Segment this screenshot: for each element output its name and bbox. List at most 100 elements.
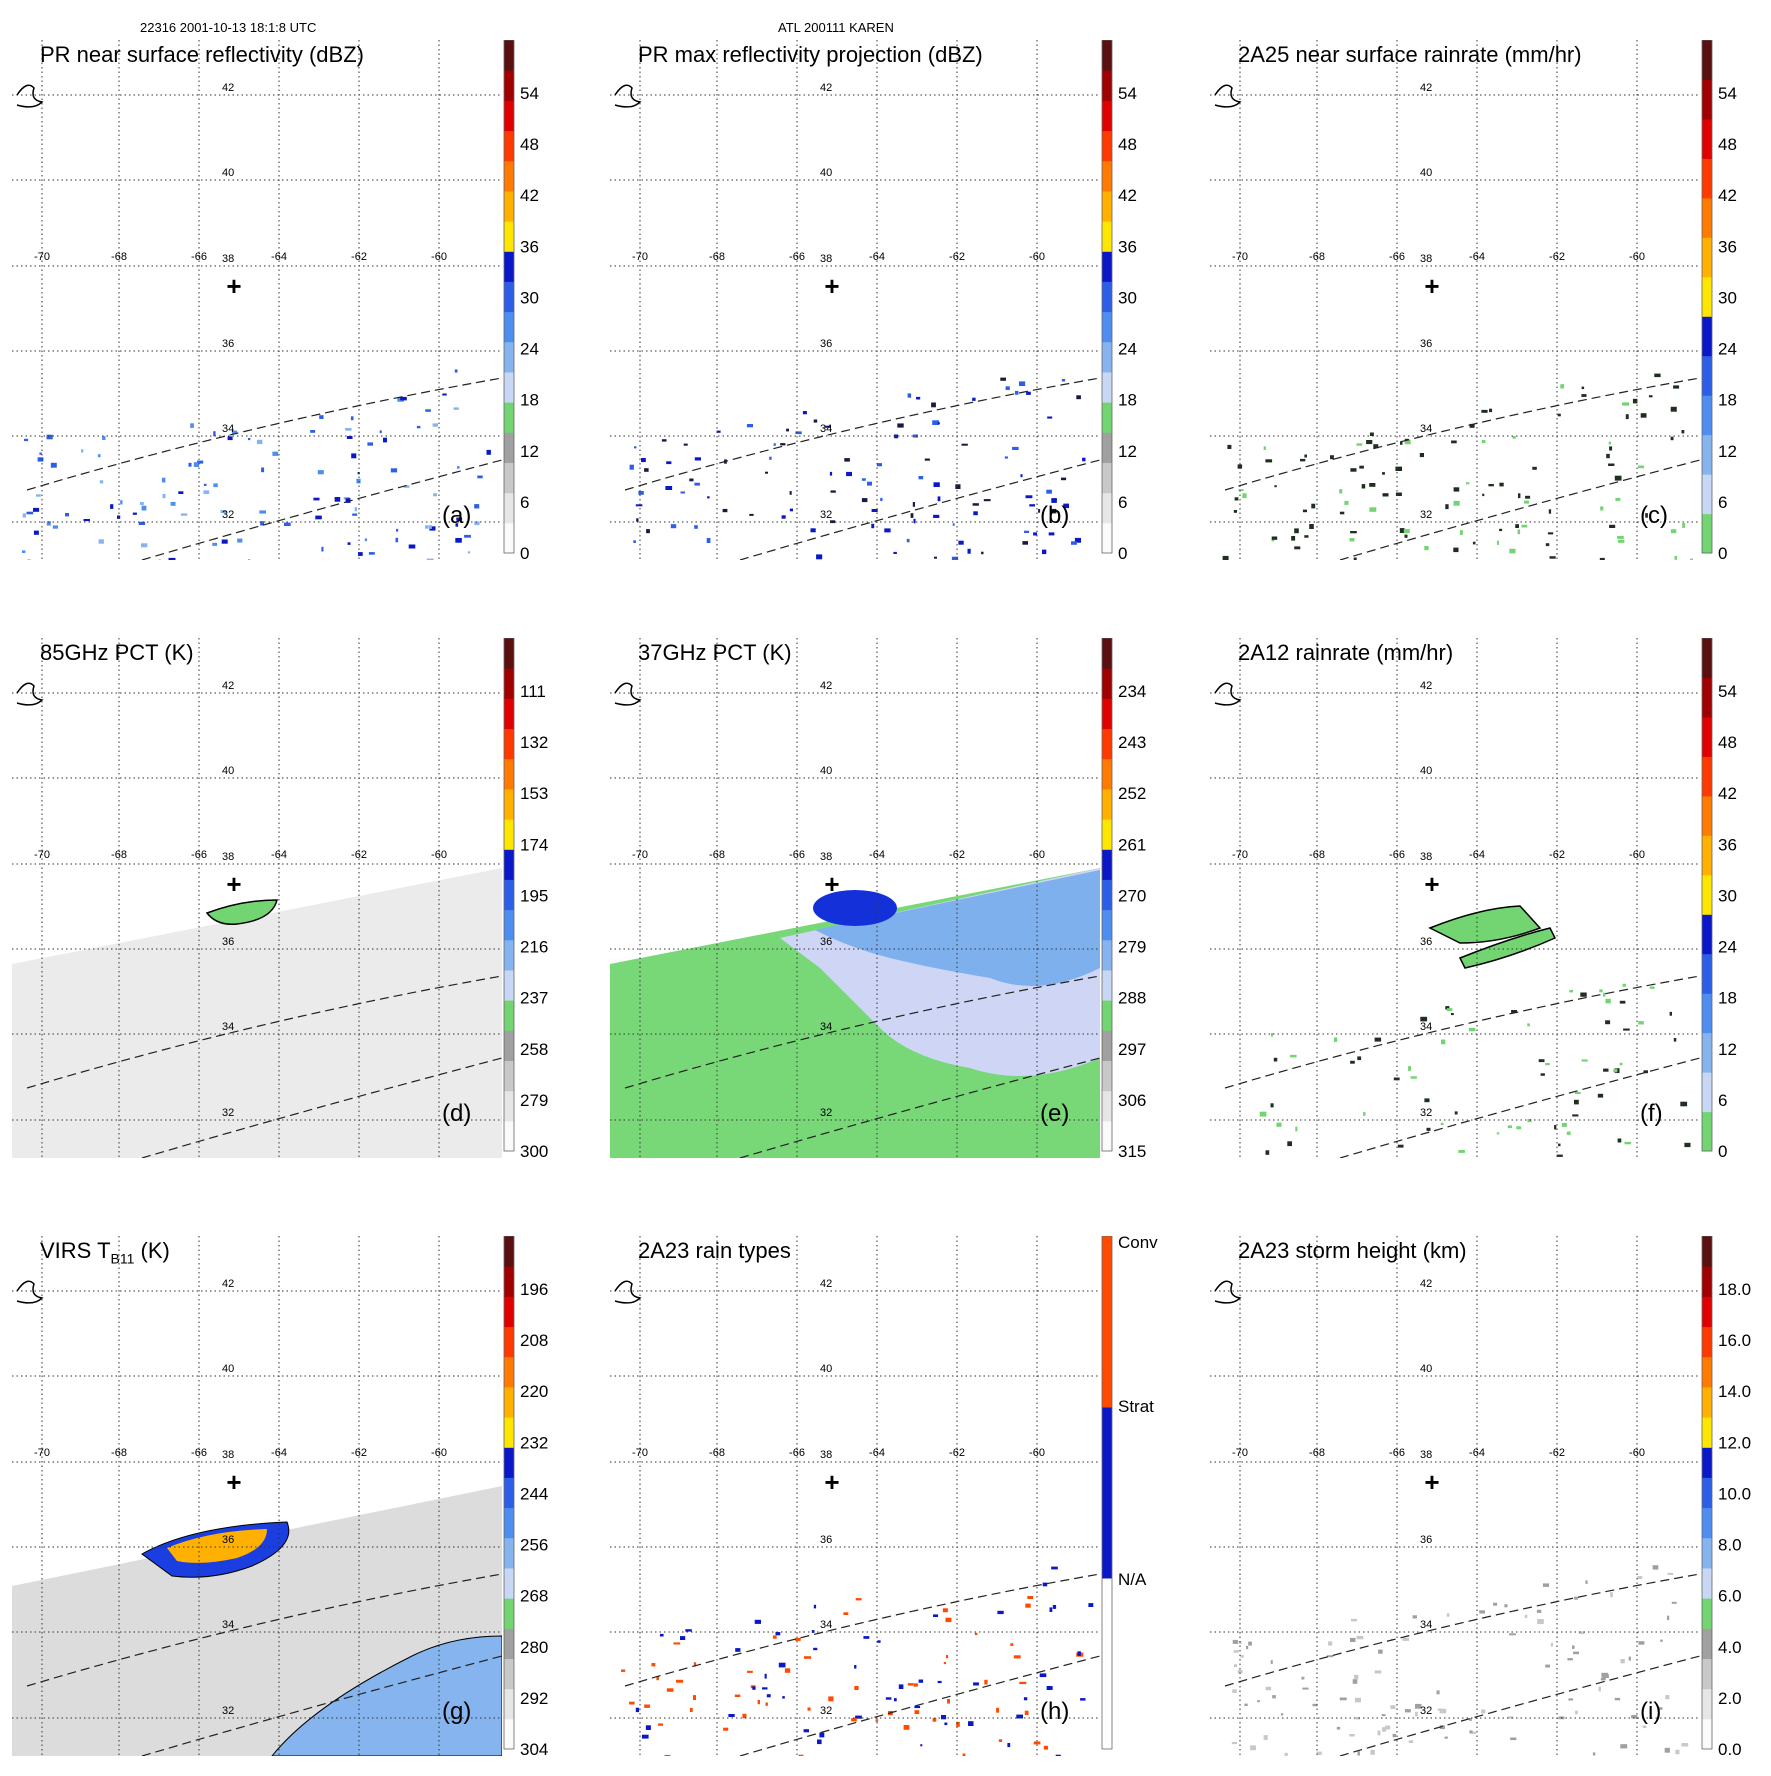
rain-cell — [158, 559, 161, 560]
rain-cell — [789, 508, 793, 512]
rain-cell — [345, 498, 351, 503]
rain-cell — [1295, 1126, 1298, 1132]
storm-center-marker: + — [226, 1467, 241, 1497]
rain-cell — [967, 548, 971, 554]
rain-cell — [1404, 534, 1408, 538]
rain-cell — [659, 1633, 664, 1637]
title-subscript: B11 — [110, 1250, 135, 1267]
colorbar-segment — [1702, 1537, 1712, 1569]
rain-cell — [1561, 1122, 1567, 1127]
rain-cell — [1572, 1114, 1579, 1117]
rain-cell — [683, 443, 688, 446]
colorbar-tick-label: 18.0 — [1718, 1280, 1751, 1299]
rain-cell — [1287, 1141, 1292, 1147]
rain-cell — [636, 518, 639, 522]
colorbar-tick-label: 54 — [1118, 84, 1137, 103]
rain-cell — [367, 442, 373, 446]
colorbar: 234 243 252 261 270 279 288 297 306 315 — [1101, 638, 1146, 1158]
colorbar-segment — [504, 1236, 514, 1267]
rain-cell — [1527, 1023, 1530, 1027]
panel-title: 2A25 near surface rainrate (mm/hr) — [1238, 42, 1582, 67]
rain-cell — [962, 1753, 966, 1756]
rain-cell — [689, 1707, 693, 1712]
rain-cell — [1640, 413, 1647, 418]
lon-label: -68 — [709, 251, 725, 263]
rain-cell — [795, 431, 802, 435]
rain-cell — [867, 481, 872, 486]
colorbar: 54 48 42 36 30 24 18 12 6 0 — [503, 40, 539, 560]
rain-cell — [875, 1719, 879, 1722]
rain-cell — [1234, 497, 1239, 501]
lon-label: -68 — [111, 849, 127, 861]
colorbar-tick-label: 42 — [520, 186, 539, 205]
rain-cell — [1424, 546, 1429, 551]
rain-cell — [1353, 557, 1357, 560]
colorbar-segment — [1102, 1060, 1112, 1092]
lon-label: -66 — [789, 251, 805, 263]
rain-cell — [1024, 1710, 1029, 1716]
colorbar-segment — [504, 1266, 514, 1297]
rain-cell — [1453, 500, 1460, 506]
rain-cell — [1369, 483, 1376, 487]
rain-cell — [1051, 508, 1057, 514]
rain-cell — [1339, 1697, 1347, 1701]
rain-cell — [666, 1688, 674, 1692]
lat-label: 38 — [222, 253, 234, 265]
rain-cell — [396, 528, 399, 532]
rain-cell — [1025, 495, 1033, 499]
rain-cell — [1488, 484, 1494, 487]
panel-f: -70 -68 -66 -64 -62 -60 42 40 38 36 34 32 +2A12 rain… — [1210, 638, 1770, 1178]
colorbar-tick-label: 16.0 — [1718, 1331, 1751, 1350]
colorbar-tick-label: 54 — [520, 84, 539, 103]
colorbar-segment — [1102, 462, 1112, 494]
rain-cell — [661, 439, 667, 442]
rain-cell — [656, 1676, 659, 1681]
rain-cell — [50, 462, 57, 468]
rain-cell — [670, 524, 677, 529]
rain-cell — [1049, 1607, 1053, 1612]
rain-cell — [1603, 992, 1606, 997]
rain-cell — [955, 484, 961, 489]
rain-cell — [1569, 989, 1573, 993]
rain-cell — [1244, 1703, 1248, 1706]
rain-cell — [749, 513, 754, 516]
colorbar-tick-label: Conv — [1118, 1236, 1158, 1252]
colorbar-tick-label: 300 — [520, 1142, 548, 1158]
rain-cell — [1538, 1059, 1545, 1063]
colorbar-segment — [504, 638, 514, 669]
lon-label: -66 — [1389, 251, 1405, 263]
rain-cell — [180, 513, 188, 516]
colorbar-frame — [1701, 1236, 1713, 1750]
rain-cell — [1339, 489, 1343, 494]
rain-cell — [1620, 1659, 1625, 1664]
rain-cell — [1437, 1708, 1443, 1711]
rain-cell — [350, 416, 354, 421]
colorbar-tick-label: 270 — [1118, 886, 1146, 905]
rain-cell — [773, 443, 776, 446]
rain-cell — [1673, 1038, 1677, 1042]
rain-cell — [1575, 1710, 1578, 1715]
title-main: VIRS T — [40, 1238, 111, 1263]
lon-label: -66 — [1389, 849, 1405, 861]
colorbar-tick-label: 237 — [520, 989, 548, 1008]
colorbar-tick-label: 30 — [1718, 886, 1737, 905]
rain-cell — [1619, 1062, 1623, 1066]
colorbar-segment — [1102, 432, 1112, 463]
rain-cell — [1509, 548, 1516, 554]
rain-cell — [1015, 390, 1019, 395]
rain-cell — [221, 539, 228, 544]
rain-cell — [1265, 1686, 1272, 1691]
colorbar-segment — [1702, 1032, 1712, 1073]
colorbar-tick-label: 30 — [1118, 288, 1137, 307]
rain-cell — [1302, 509, 1307, 513]
graticule — [1210, 638, 1700, 1158]
rain-cell — [188, 462, 192, 467]
panel-label: (c) — [1640, 502, 1668, 529]
rain-cell — [351, 453, 357, 459]
rain-cell — [861, 478, 866, 481]
rain-cell — [168, 557, 176, 560]
rain-cell — [1469, 1730, 1473, 1734]
colorbar-tick-label: 18 — [1718, 391, 1737, 410]
lon-label: -70 — [34, 849, 50, 861]
lat-label: 42 — [820, 82, 832, 94]
